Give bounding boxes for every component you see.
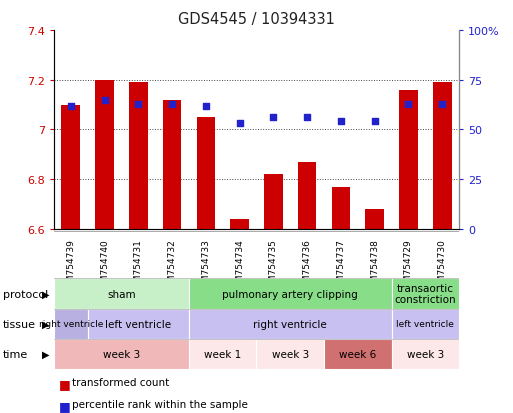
Text: GSM754739: GSM754739 xyxy=(66,238,75,293)
Text: GSM754732: GSM754732 xyxy=(168,238,176,293)
Point xyxy=(101,97,109,104)
Bar xyxy=(399,90,418,229)
Text: percentile rank within the sample: percentile rank within the sample xyxy=(72,399,248,409)
Point xyxy=(404,101,412,108)
Bar xyxy=(189,339,256,369)
Bar xyxy=(54,309,88,339)
Bar xyxy=(129,83,148,229)
Text: tissue: tissue xyxy=(3,319,35,329)
Point xyxy=(438,101,446,108)
Bar xyxy=(62,105,80,229)
Text: right ventricle: right ventricle xyxy=(253,319,327,329)
Text: pulmonary artery clipping: pulmonary artery clipping xyxy=(223,289,358,299)
Bar xyxy=(189,309,391,339)
Bar xyxy=(54,279,189,309)
Text: ▶: ▶ xyxy=(43,289,50,299)
Bar xyxy=(331,187,350,229)
Bar xyxy=(391,279,459,309)
Text: GSM754737: GSM754737 xyxy=(337,238,345,293)
Text: GSM754730: GSM754730 xyxy=(438,238,447,293)
Point xyxy=(202,103,210,109)
Text: week 3: week 3 xyxy=(407,349,444,359)
Bar xyxy=(298,162,317,229)
Bar xyxy=(264,175,283,229)
Point xyxy=(168,101,176,108)
Text: week 6: week 6 xyxy=(339,349,377,359)
Bar xyxy=(433,83,451,229)
Point xyxy=(303,115,311,121)
Text: GSM754734: GSM754734 xyxy=(235,238,244,293)
Text: ■: ■ xyxy=(59,399,71,412)
Bar xyxy=(95,81,114,229)
Bar xyxy=(365,209,384,229)
Text: GSM754740: GSM754740 xyxy=(100,238,109,293)
Bar xyxy=(163,100,182,229)
Text: right ventricle: right ventricle xyxy=(38,320,103,328)
Point xyxy=(337,119,345,126)
Point xyxy=(269,115,278,121)
Bar xyxy=(88,309,189,339)
Bar xyxy=(189,279,391,309)
Text: week 1: week 1 xyxy=(204,349,241,359)
Point xyxy=(235,121,244,128)
Text: ▶: ▶ xyxy=(43,349,50,359)
Bar xyxy=(256,339,324,369)
Text: left ventricle: left ventricle xyxy=(397,320,455,328)
Text: GSM754729: GSM754729 xyxy=(404,238,413,293)
Text: GSM754735: GSM754735 xyxy=(269,238,278,293)
Text: GSM754736: GSM754736 xyxy=(303,238,312,293)
Text: GDS4545 / 10394331: GDS4545 / 10394331 xyxy=(178,12,335,27)
Bar xyxy=(391,339,459,369)
Point xyxy=(134,101,143,108)
Bar xyxy=(54,339,189,369)
Text: transaortic
constriction: transaortic constriction xyxy=(394,283,456,305)
Bar xyxy=(230,219,249,229)
Bar xyxy=(391,309,459,339)
Text: sham: sham xyxy=(107,289,136,299)
Text: ▶: ▶ xyxy=(43,319,50,329)
Text: left ventricle: left ventricle xyxy=(105,319,171,329)
Point xyxy=(67,103,75,109)
Text: ■: ■ xyxy=(59,377,71,389)
Bar xyxy=(196,118,215,229)
Bar xyxy=(324,339,391,369)
Text: time: time xyxy=(3,349,28,359)
Text: protocol: protocol xyxy=(3,289,48,299)
Text: GSM754738: GSM754738 xyxy=(370,238,379,293)
Text: transformed count: transformed count xyxy=(72,377,169,387)
Text: GSM754731: GSM754731 xyxy=(134,238,143,293)
Point xyxy=(370,119,379,126)
Text: week 3: week 3 xyxy=(272,349,309,359)
Text: week 3: week 3 xyxy=(103,349,140,359)
Text: GSM754733: GSM754733 xyxy=(201,238,210,293)
